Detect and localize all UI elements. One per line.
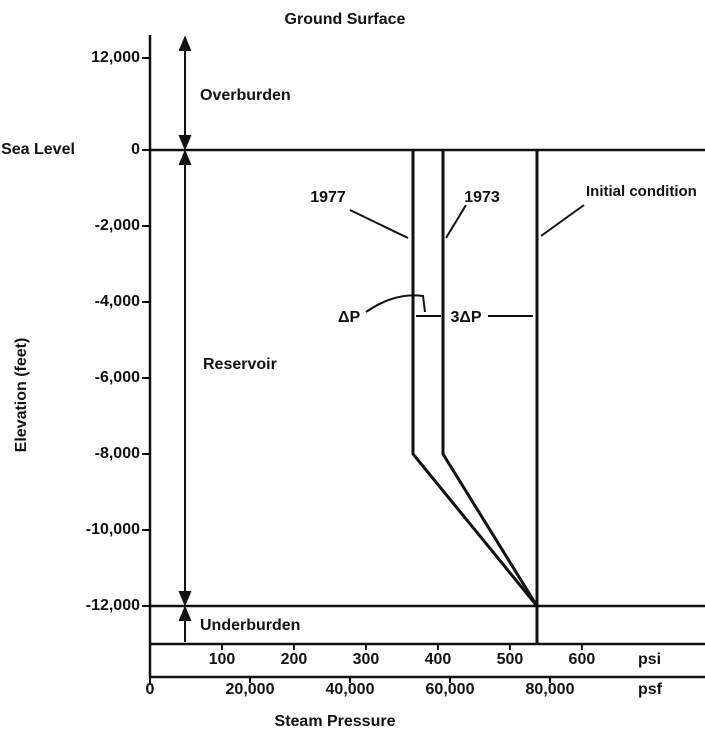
leader-arrows: [349, 204, 585, 317]
annotation: ΔP: [338, 309, 361, 326]
zone-label: Reservoir: [203, 356, 277, 373]
y-tick-label: -6,000: [95, 369, 140, 386]
series-line: [411, 150, 539, 607]
x-tick-label: 80,000: [526, 681, 575, 698]
chart-title: Ground Surface: [285, 11, 406, 28]
zone-arrows: [178, 35, 192, 642]
y-tick-label: -8,000: [95, 445, 140, 462]
x-tick-label: 20,000: [226, 681, 275, 698]
y-tick-label: -4,000: [95, 293, 140, 310]
x-tick-label: 0: [146, 681, 155, 698]
x2-tick-label: 400: [425, 651, 452, 668]
y-tick-label: -10,000: [86, 521, 140, 538]
y-tick-label: 0: [131, 141, 140, 158]
zone-label: Overburden: [200, 87, 291, 104]
x2-unit: psi: [638, 651, 661, 668]
series-label: Initial condition: [586, 183, 697, 200]
x-tick-label: 60,000: [426, 681, 475, 698]
sea-level-label: Sea Level: [1, 141, 75, 158]
x2-tick-label: 500: [497, 651, 524, 668]
x2-tick-label: 600: [569, 651, 596, 668]
series-label: 1973: [464, 189, 500, 206]
annotation: 3ΔP: [450, 309, 481, 326]
series-line: [441, 150, 539, 607]
x-axis-label: Steam Pressure: [275, 713, 396, 730]
y-tick-label: 12,000: [91, 49, 140, 66]
x2-tick-label: 300: [353, 651, 380, 668]
y-tick-label: -2,000: [95, 217, 140, 234]
y-tick-label: -12,000: [86, 597, 140, 614]
x-unit: psf: [638, 681, 663, 698]
x-tick-label: 40,000: [326, 681, 375, 698]
zone-label: Underburden: [200, 617, 300, 634]
series-label: 1977: [310, 189, 346, 206]
y-axis-label: Elevation (feet): [13, 338, 30, 453]
x2-tick-label: 100: [209, 651, 236, 668]
x2-tick-label: 200: [281, 651, 308, 668]
